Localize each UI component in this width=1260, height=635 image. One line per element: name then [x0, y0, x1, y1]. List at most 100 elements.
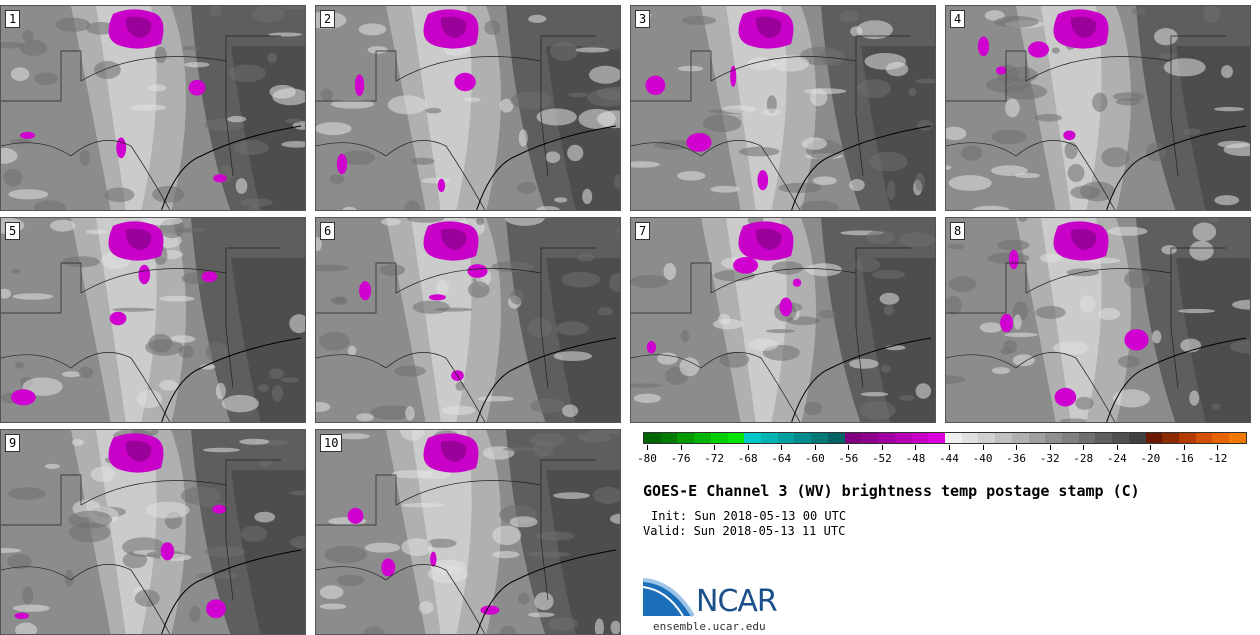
colorbar-tick-label: -68: [737, 452, 758, 465]
colorbar-swatch: [794, 433, 812, 443]
colorbar-tick-label: -16: [1173, 452, 1194, 465]
member-label: 8: [950, 222, 966, 240]
wv-map: [631, 6, 935, 210]
wv-map: [946, 6, 1250, 210]
colorbar-swatch: [811, 433, 828, 443]
colorbar-tick: [747, 445, 749, 450]
colorbar-swatch: [1028, 433, 1046, 443]
member-label: 4: [950, 10, 966, 28]
wv-map: [316, 430, 620, 634]
member-panel-6: 6: [315, 217, 621, 423]
colorbar-tick-label: -20: [1140, 452, 1161, 465]
colorbar-tick-label: -72: [704, 452, 725, 465]
member-panel-2: 2: [315, 5, 621, 211]
colorbar-swatch: [878, 433, 895, 443]
colorbar-swatch: [928, 433, 945, 443]
wv-map: [1, 218, 305, 422]
colorbar-swatch: [844, 433, 862, 443]
colorbar-tick: [881, 445, 883, 450]
member-label: 10: [320, 434, 343, 452]
colorbar-swatch: [1045, 433, 1062, 443]
colorbar-tick-label: -60: [804, 452, 825, 465]
colorbar-tick-label: -48: [905, 452, 926, 465]
member-panel-3: 3: [630, 5, 936, 211]
colorbar-swatch: [710, 433, 728, 443]
colorbar-swatch: [911, 433, 929, 443]
colorbar-swatch: [944, 433, 962, 443]
member-label: 1: [5, 10, 21, 28]
colorbar-swatch: [1195, 433, 1213, 443]
colorbar-tick-label: -64: [771, 452, 792, 465]
wv-map: [316, 6, 620, 210]
member-panel-10: 10: [315, 429, 621, 635]
colorbar-swatch: [1128, 433, 1146, 443]
wv-map: [1, 6, 305, 210]
logo-text: NCAR: [696, 584, 778, 619]
wv-map: [1, 430, 305, 634]
member-panel-5: 5: [0, 217, 306, 423]
figure-title: GOES-E Channel 3 (WV) brightness temp po…: [643, 482, 1140, 500]
colorbar-ticks: -80 -76 -72 -68 -64 -60 -56 -52 -48 -44 -40 -36 -32-…: [637, 445, 1247, 467]
ncar-logo-icon: [643, 578, 695, 618]
member-label: 3: [635, 10, 651, 28]
colorbar-swatch: [978, 433, 996, 443]
member-panel-8: 8: [945, 217, 1251, 423]
colorbar-swatch: [727, 433, 745, 443]
colorbar-tick: [1083, 445, 1085, 450]
colorbar-tick: [848, 445, 850, 450]
colorbar-tick-label: -24: [1106, 452, 1127, 465]
wv-map: [946, 218, 1250, 422]
colorbar-swatch: [644, 433, 661, 443]
member-panel-4: 4: [945, 5, 1251, 211]
member-label: 2: [320, 10, 336, 28]
colorbar-tick-label: -52: [871, 452, 892, 465]
colorbar-tick: [1217, 445, 1219, 450]
member-label: 7: [635, 222, 651, 240]
colorbar-swatch: [677, 433, 695, 443]
colorbar-tick: [814, 445, 816, 450]
colorbar-swatch: [1061, 433, 1079, 443]
member-panel-9: 9: [0, 429, 306, 635]
colorbar: [643, 432, 1247, 444]
wv-map: [316, 218, 620, 422]
colorbar-tick-label: -44: [939, 452, 959, 465]
colorbar-tick-label: -32: [1039, 452, 1060, 465]
colorbar-swatch: [777, 433, 795, 443]
member-panel-7: 7: [630, 217, 936, 423]
colorbar-swatch: [761, 433, 778, 443]
init-time: Init: Sun 2018-05-13 00 UTC: [651, 509, 847, 523]
colorbar-tick-label: -28: [1073, 452, 1094, 465]
colorbar-swatch: [1095, 433, 1113, 443]
colorbar-tick-label: -76: [670, 452, 691, 465]
colorbar-tick: [680, 445, 682, 450]
colorbar-swatch: [744, 433, 762, 443]
colorbar-tick: [982, 445, 984, 450]
colorbar-tick: [915, 445, 917, 450]
colorbar-tick-label: -36: [1006, 452, 1027, 465]
member-label: 5: [5, 222, 21, 240]
colorbar-swatch: [1145, 433, 1163, 443]
colorbar-swatch: [1229, 433, 1246, 443]
colorbar-tick-label: -56: [838, 452, 859, 465]
colorbar-tick: [1016, 445, 1018, 450]
colorbar-tick: [781, 445, 783, 450]
colorbar-tick: [1116, 445, 1118, 450]
site-url: ensemble.ucar.edu: [653, 620, 766, 633]
colorbar-swatch: [1112, 433, 1129, 443]
colorbar-swatch: [694, 433, 711, 443]
colorbar-tick-label: -40: [972, 452, 993, 465]
colorbar-swatch: [1011, 433, 1029, 443]
colorbar-tick: [647, 445, 648, 450]
colorbar-tick: [1183, 445, 1185, 450]
colorbar-tick: [1049, 445, 1051, 450]
colorbar-swatch: [995, 433, 1012, 443]
colorbar-swatch: [961, 433, 979, 443]
colorbar-tick: [949, 445, 950, 450]
member-label: 9: [5, 434, 21, 452]
member-label: 6: [320, 222, 336, 240]
valid-time: Valid: Sun 2018-05-13 11 UTC: [643, 524, 846, 538]
colorbar-swatch: [861, 433, 879, 443]
colorbar-swatch: [660, 433, 678, 443]
colorbar-tick: [1150, 445, 1152, 450]
colorbar-swatch: [1078, 433, 1096, 443]
